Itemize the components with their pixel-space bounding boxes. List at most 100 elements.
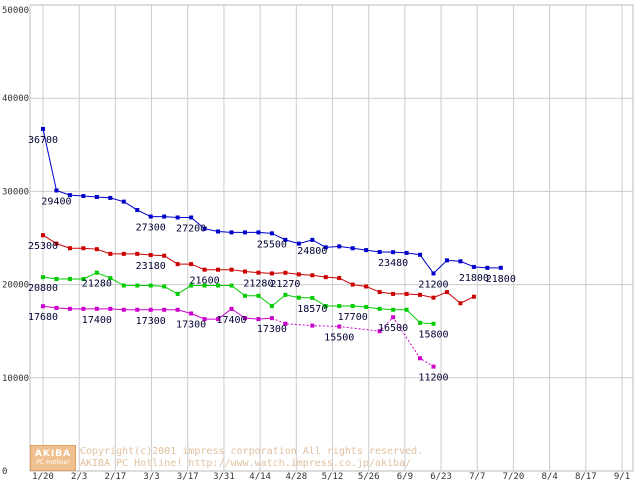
data-label: 11200 xyxy=(418,373,448,384)
data-label: 27200 xyxy=(176,223,206,234)
series-2-point xyxy=(121,283,126,288)
series-0-point xyxy=(404,250,409,255)
data-label: 21280 xyxy=(82,279,112,290)
x-tick-label: 8/17 xyxy=(575,472,597,480)
data-label: 17400 xyxy=(82,315,112,326)
series-0-point xyxy=(81,194,86,199)
series-0-point xyxy=(431,271,436,276)
series-3-point xyxy=(337,324,342,329)
series-1-point xyxy=(135,251,140,256)
x-tick-label: 6/23 xyxy=(430,472,452,480)
series-2-point xyxy=(350,304,355,309)
series-3-point xyxy=(67,306,72,311)
series-3-line xyxy=(42,305,272,320)
data-label: 25500 xyxy=(257,239,287,250)
series-0-point xyxy=(471,264,476,269)
data-label: 17680 xyxy=(28,312,58,323)
site-url-line: AKIBA PC Hotline! http://www.watch.impre… xyxy=(80,458,412,469)
y-tick-label: 50000 xyxy=(2,6,29,16)
series-1-point xyxy=(108,251,113,256)
data-label: 20800 xyxy=(28,283,58,294)
series-3-point xyxy=(81,306,86,311)
series-1-point xyxy=(216,267,221,272)
series-2-point xyxy=(404,307,409,312)
series-1-point xyxy=(431,295,436,300)
x-tick-label: 6/9 xyxy=(397,472,413,480)
series-3-point xyxy=(391,315,396,320)
data-label: 21200 xyxy=(418,279,448,290)
data-label: 21800 xyxy=(486,274,516,285)
series-3-point xyxy=(418,356,423,361)
x-tick-label: 8/4 xyxy=(541,472,557,480)
series-1-point xyxy=(323,275,328,280)
series-3-point xyxy=(269,316,274,321)
series-0-point xyxy=(229,230,234,235)
series-2-point xyxy=(337,304,342,309)
series-2-point xyxy=(162,284,167,289)
series-0-point xyxy=(216,229,221,234)
series-2-point xyxy=(108,276,113,281)
series-0-point xyxy=(310,237,315,242)
x-tick-label: 4/28 xyxy=(285,472,307,480)
series-3-point xyxy=(121,307,126,312)
series-0-point xyxy=(202,226,207,231)
series-2-point xyxy=(296,295,301,300)
series-0-point xyxy=(41,126,45,131)
series-2-point xyxy=(283,292,288,297)
series-lines xyxy=(41,126,503,369)
series-1-point xyxy=(81,246,86,251)
series-1-point xyxy=(458,301,463,306)
series-1-point xyxy=(364,284,369,289)
series-3-point xyxy=(148,307,153,312)
akiba-logo: AKIBA PC Hotline! xyxy=(30,445,76,471)
series-2-line xyxy=(42,272,434,325)
data-label: 24800 xyxy=(297,246,327,257)
y-tick-label: 0 xyxy=(2,467,7,477)
copyright-line: Copyright(c)2001 impress corporation All… xyxy=(80,446,424,457)
series-3-point xyxy=(108,306,113,311)
y-tick-label: 40000 xyxy=(2,94,29,104)
series-1-point xyxy=(350,282,355,287)
series-3-point xyxy=(189,311,194,316)
y-tick-label: 30000 xyxy=(2,187,29,197)
y-tick-label: 10000 xyxy=(2,374,29,384)
x-tick-label: 7/20 xyxy=(503,472,525,480)
series-0-point xyxy=(418,252,423,257)
series-0-point xyxy=(67,193,72,198)
series-3-point xyxy=(283,321,288,326)
logo-text: AKIBA xyxy=(34,449,72,459)
y-tick-label: 20000 xyxy=(2,281,29,291)
series-3-point xyxy=(175,307,180,312)
series-1-point xyxy=(202,267,207,272)
series-3-point xyxy=(94,306,99,311)
series-0-point xyxy=(391,250,396,255)
copyright-credit: AKIBA PC Hotline! Copyright(c)2001 impre… xyxy=(30,445,423,471)
series-1-point xyxy=(418,292,423,297)
series-0-point xyxy=(458,259,463,264)
x-axis-ticks: 1/20 2/3 2/17 3/3 3/17 3/31 4/14 4/28 5/12 5/26 6/… xyxy=(32,472,630,480)
series-0-point xyxy=(269,231,274,236)
series-3-point xyxy=(41,304,45,309)
series-1-point xyxy=(256,270,261,275)
series-2-point xyxy=(418,320,423,325)
series-3-point xyxy=(54,305,59,310)
data-label: 23180 xyxy=(136,261,166,272)
series-1-point xyxy=(94,247,99,252)
series-2-point xyxy=(94,270,99,275)
series-2-point xyxy=(189,283,194,288)
x-tick-label: 4/14 xyxy=(249,472,271,480)
data-label: 16500 xyxy=(378,323,408,334)
series-2-point xyxy=(175,291,180,296)
x-tick-label: 9/1 xyxy=(614,472,630,480)
series-2-point xyxy=(242,293,247,298)
series-1-point xyxy=(444,290,449,295)
data-label: 17300 xyxy=(136,316,166,327)
series-1-point xyxy=(54,241,59,246)
x-tick-label: 1/20 xyxy=(32,472,54,480)
series-0-point xyxy=(121,199,126,204)
series-1-point xyxy=(310,273,315,278)
series-1-point xyxy=(175,262,180,267)
series-2-point xyxy=(202,283,207,288)
series-0-point xyxy=(498,265,503,270)
